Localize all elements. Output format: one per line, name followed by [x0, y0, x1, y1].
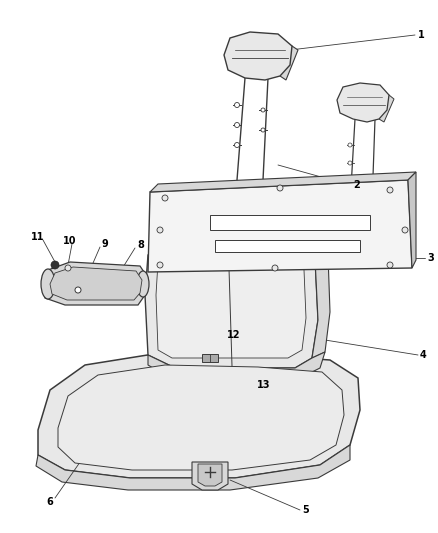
Text: 8: 8 [137, 240, 144, 250]
Circle shape [162, 195, 168, 201]
Polygon shape [192, 462, 228, 490]
Ellipse shape [41, 269, 55, 299]
Text: 10: 10 [63, 236, 77, 246]
Polygon shape [198, 464, 222, 486]
Ellipse shape [137, 271, 149, 297]
Circle shape [75, 287, 81, 293]
Circle shape [51, 261, 59, 269]
Polygon shape [50, 267, 142, 300]
Circle shape [157, 262, 163, 268]
Polygon shape [36, 445, 350, 490]
Text: 1: 1 [418, 30, 425, 40]
Polygon shape [215, 240, 360, 252]
Circle shape [234, 142, 240, 148]
Polygon shape [280, 46, 298, 80]
Polygon shape [38, 353, 360, 478]
Circle shape [348, 178, 352, 182]
Circle shape [261, 128, 265, 132]
Text: 5: 5 [302, 505, 309, 515]
Polygon shape [337, 83, 389, 122]
Polygon shape [202, 354, 218, 362]
Circle shape [65, 265, 71, 271]
Polygon shape [305, 240, 330, 358]
Circle shape [402, 227, 408, 233]
Polygon shape [58, 365, 344, 470]
Polygon shape [156, 246, 306, 358]
Circle shape [277, 185, 283, 191]
Text: 2: 2 [353, 180, 360, 190]
Circle shape [234, 123, 240, 127]
Text: 11: 11 [31, 232, 45, 242]
Polygon shape [224, 32, 292, 80]
Text: 3: 3 [427, 253, 434, 263]
Polygon shape [145, 232, 318, 368]
Circle shape [387, 187, 393, 193]
Circle shape [348, 143, 352, 147]
Circle shape [272, 265, 278, 271]
Polygon shape [379, 95, 394, 122]
Circle shape [157, 227, 163, 233]
Circle shape [348, 161, 352, 165]
Polygon shape [42, 262, 148, 305]
Text: 6: 6 [46, 497, 53, 507]
Text: 12: 12 [227, 330, 240, 340]
Polygon shape [150, 172, 416, 192]
Text: 4: 4 [420, 350, 427, 360]
Polygon shape [148, 352, 325, 378]
Text: 13: 13 [257, 380, 271, 390]
Circle shape [387, 262, 393, 268]
Circle shape [234, 102, 240, 108]
Polygon shape [408, 172, 416, 268]
Polygon shape [148, 180, 412, 272]
Circle shape [261, 108, 265, 112]
Text: 9: 9 [102, 239, 109, 249]
Polygon shape [210, 215, 370, 230]
